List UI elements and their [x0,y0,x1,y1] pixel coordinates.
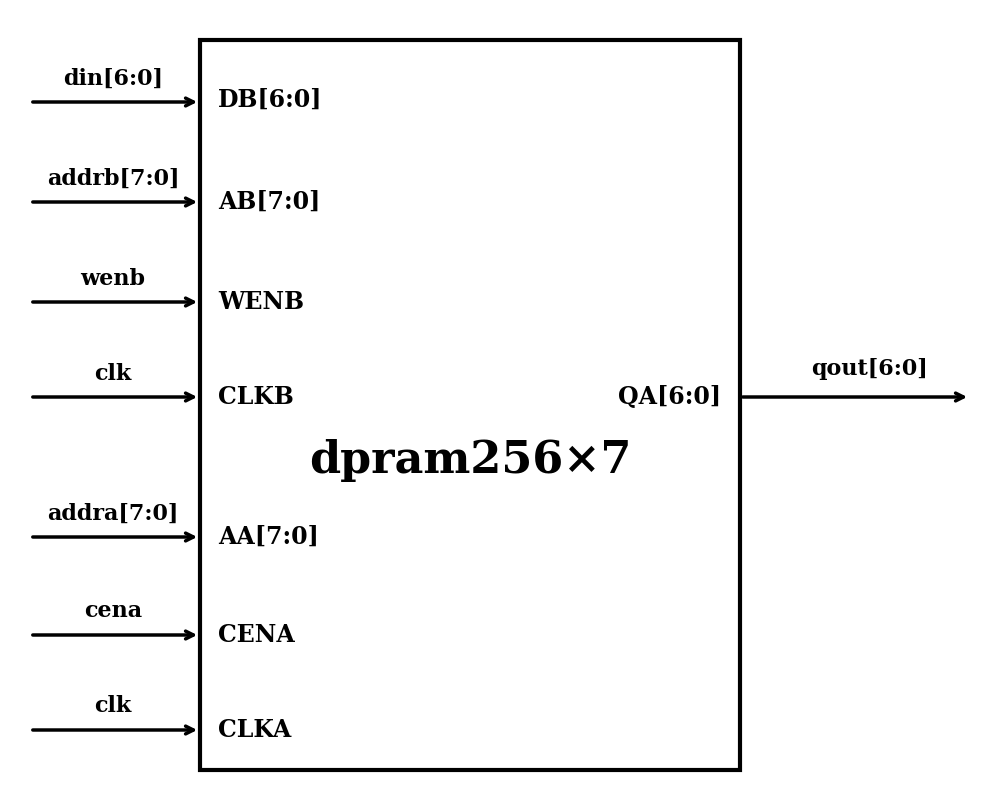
Text: addrb[7:0]: addrb[7:0] [47,168,179,190]
Text: DB[6:0]: DB[6:0] [218,88,322,112]
Text: CLKA: CLKA [218,718,291,742]
Text: clk: clk [94,695,132,717]
Text: QA[6:0]: QA[6:0] [618,385,721,409]
Text: addra[7:0]: addra[7:0] [47,503,179,525]
Text: qout[6:0]: qout[6:0] [812,358,928,380]
Text: AB[7:0]: AB[7:0] [218,190,320,214]
Text: dpram256×7: dpram256×7 [309,438,631,482]
Text: CLKB: CLKB [218,385,294,409]
Bar [200,40,740,770]
Text: clk: clk [94,363,132,385]
Text: WENB: WENB [218,290,304,314]
Text: din[6:0]: din[6:0] [63,68,163,90]
Text: AA[7:0]: AA[7:0] [218,525,319,549]
Text: cena: cena [84,600,142,622]
Text: wenb: wenb [80,268,146,290]
Text: CENA: CENA [218,623,295,647]
